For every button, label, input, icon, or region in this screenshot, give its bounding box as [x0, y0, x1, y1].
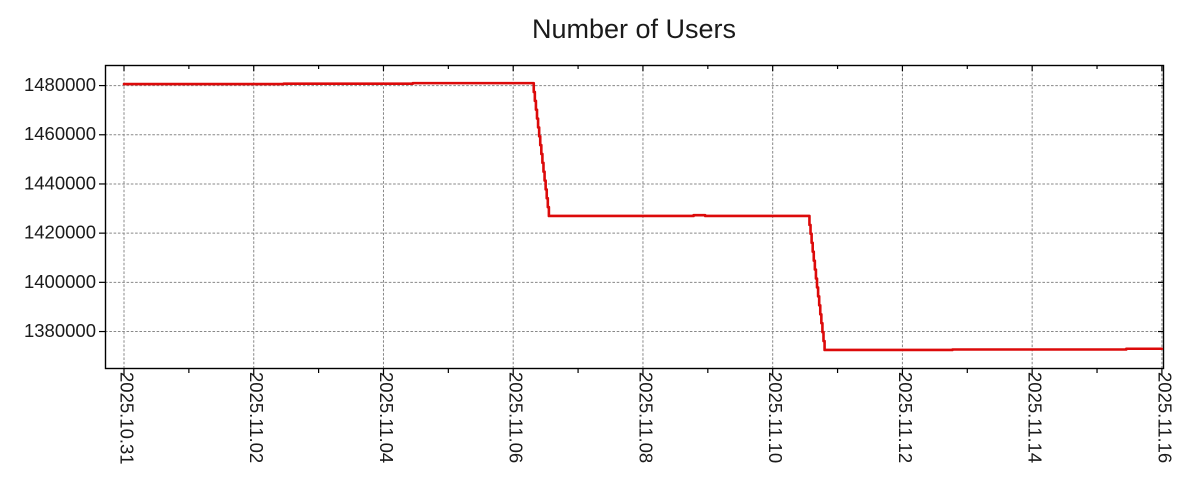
- svg-text:2025.11.16: 2025.11.16: [1154, 372, 1175, 463]
- svg-text:1440000: 1440000: [24, 172, 96, 193]
- svg-text:Number of Users: Number of Users: [532, 14, 736, 44]
- svg-text:2025.11.08: 2025.11.08: [635, 372, 656, 463]
- svg-text:2025.11.06: 2025.11.06: [506, 372, 527, 463]
- svg-text:2025.11.04: 2025.11.04: [376, 372, 397, 463]
- svg-text:2025.11.10: 2025.11.10: [765, 372, 786, 463]
- svg-text:1480000: 1480000: [24, 74, 96, 95]
- svg-text:2025.11.14: 2025.11.14: [1025, 372, 1046, 463]
- svg-text:2025.11.02: 2025.11.02: [246, 372, 267, 463]
- svg-text:2025.10.31: 2025.10.31: [117, 372, 138, 465]
- svg-text:1380000: 1380000: [24, 320, 96, 341]
- svg-text:1400000: 1400000: [24, 271, 96, 292]
- svg-text:1420000: 1420000: [24, 222, 96, 243]
- svg-text:2025.11.12: 2025.11.12: [895, 372, 916, 463]
- svg-text:1460000: 1460000: [24, 123, 96, 144]
